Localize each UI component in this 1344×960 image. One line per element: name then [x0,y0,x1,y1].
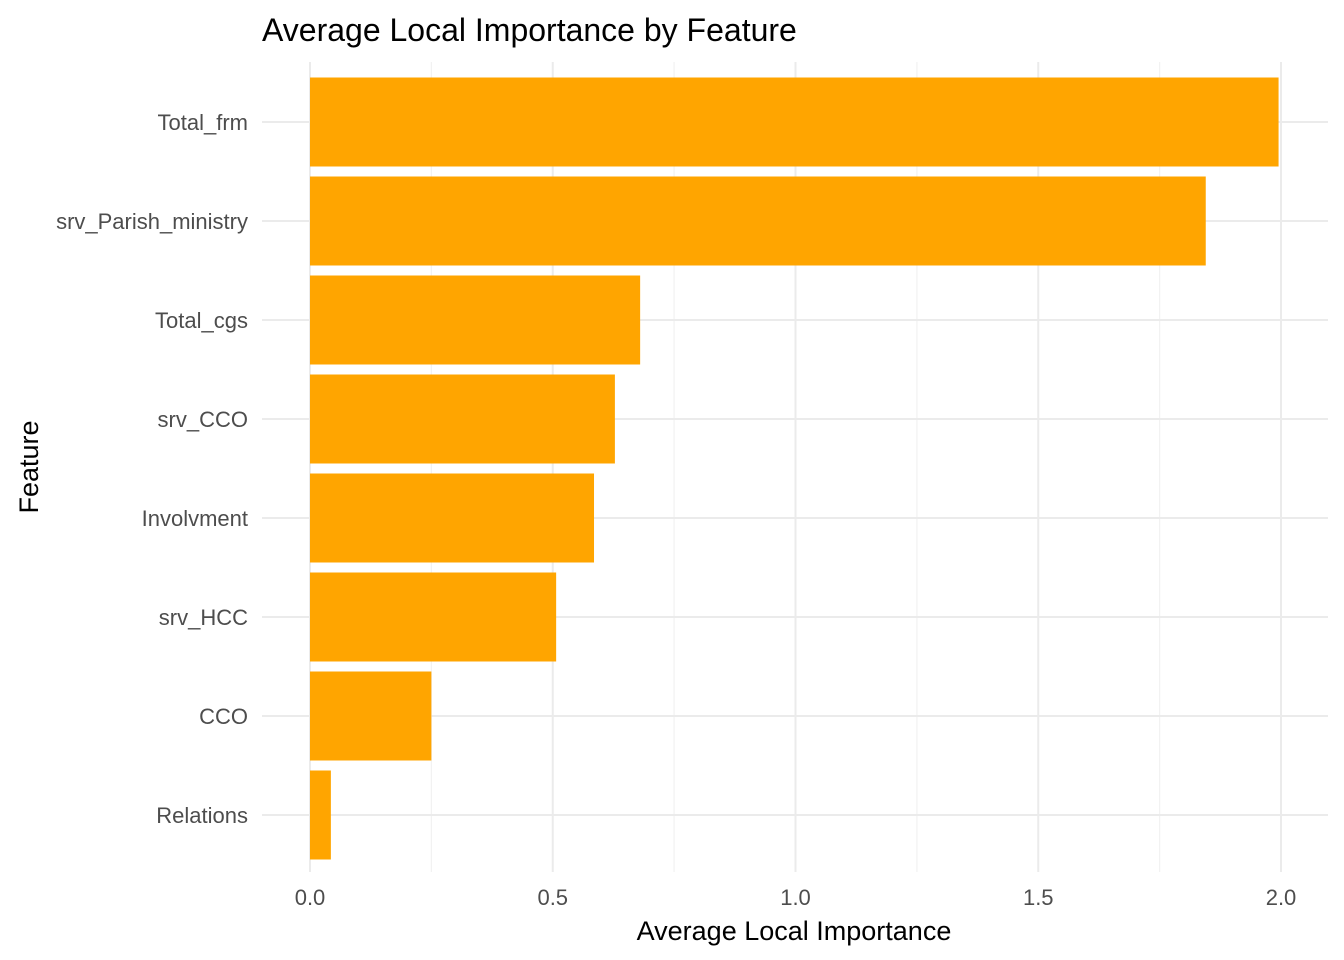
y-tick-label: Total_cgs [155,308,248,333]
bar [310,374,615,464]
y-tick-label: srv_Parish_ministry [56,209,248,234]
bar [310,473,595,563]
bar [310,275,641,365]
chart-title: Average Local Importance by Feature [262,12,797,48]
x-tick-label: 2.0 [1266,885,1297,910]
bar [310,572,557,662]
y-tick-label: Relations [156,803,248,828]
bars [310,77,1279,860]
x-tick-label: 1.5 [1023,885,1054,910]
bar [310,176,1206,266]
y-tick-label: CCO [199,704,248,729]
y-tick-label: Total_frm [158,110,248,135]
y-tick-label: srv_HCC [159,605,248,630]
y-axis-title: Feature [14,420,44,513]
x-tick-label: 0.5 [537,885,568,910]
bar [310,671,432,761]
x-tick-labels: 0.0 0.5 1.0 1.5 2.0 [295,885,1297,910]
y-tick-label: srv_CCO [158,407,248,432]
bar [310,770,331,860]
x-tick-label: 1.0 [780,885,811,910]
x-axis-title: Average Local Importance [637,916,952,946]
bar [310,77,1279,167]
y-tick-labels: Total_frm srv_Parish_ministry Total_cgssrv… [56,110,248,828]
y-tick-label: Involvment [142,506,248,531]
x-tick-label: 0.0 [295,885,326,910]
